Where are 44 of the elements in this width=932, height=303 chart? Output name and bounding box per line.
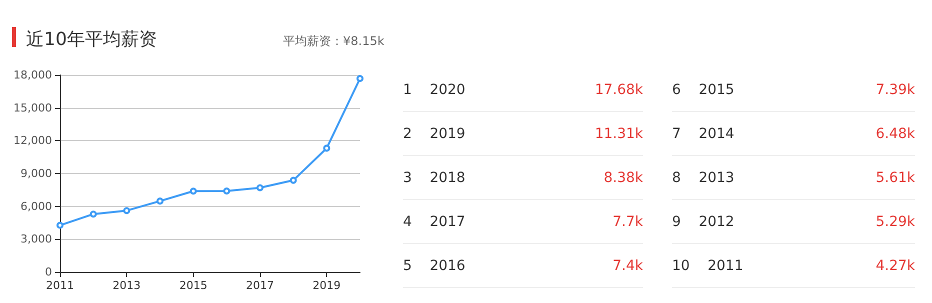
- category-label: 8 2013: [672, 170, 736, 186]
- point: [56, 222, 64, 229]
- point: [323, 144, 330, 152]
- text: 5.61k: [876, 170, 915, 186]
- y-tick-label: 3,000: [20, 232, 52, 246]
- category-label: 5 2016: [403, 258, 466, 274]
- y-tick-label: 9,000: [20, 167, 52, 180]
- category-label: 9 2012: [672, 214, 736, 230]
- text: 17.68k: [594, 82, 643, 98]
- text: 7.39k: [876, 82, 915, 98]
- point: [223, 188, 230, 195]
- point: [190, 188, 197, 195]
- text: 8.38k: [604, 170, 643, 186]
- x-tick-label: 2011: [46, 279, 74, 292]
- point: [90, 210, 97, 218]
- chart-title: 近10年平均薪资: [26, 28, 157, 51]
- y-tick-label: 18,000: [14, 68, 52, 82]
- category-label: 2 2019: [403, 126, 466, 142]
- chart-subtitle: 平均薪资：¥8.15k: [283, 33, 384, 50]
- x-tick-label: 2013: [112, 279, 141, 292]
- x-tick-label: 2017: [246, 279, 274, 292]
- y-tick-label: 0: [45, 266, 52, 278]
- category-label: 7 2014: [672, 126, 736, 142]
- y-tick-label: 15,000: [14, 101, 52, 114]
- text: 7.4k: [612, 258, 643, 274]
- text: 11.31k: [594, 126, 643, 142]
- y-tick-label: 6,000: [20, 200, 52, 213]
- category-label: 10 2011: [672, 258, 744, 274]
- point: [356, 75, 364, 82]
- point: [256, 184, 264, 192]
- category-label: 4 2017: [403, 214, 466, 230]
- category-label: 6 2015: [672, 82, 736, 98]
- point: [156, 198, 164, 205]
- text: 7.7k: [612, 214, 643, 230]
- x-tick-label: 2015: [179, 279, 208, 292]
- point: [123, 207, 130, 214]
- text: 4.27k: [876, 258, 915, 274]
- text: 5.29k: [876, 214, 915, 230]
- category-label: 3 2018: [403, 170, 466, 186]
- x-tick-label: 2019: [312, 279, 341, 292]
- y-tick-label: 12,000: [14, 134, 52, 148]
- point: [290, 176, 297, 184]
- category-label: 1 2020: [403, 82, 466, 98]
- text: 6.48k: [876, 126, 915, 142]
